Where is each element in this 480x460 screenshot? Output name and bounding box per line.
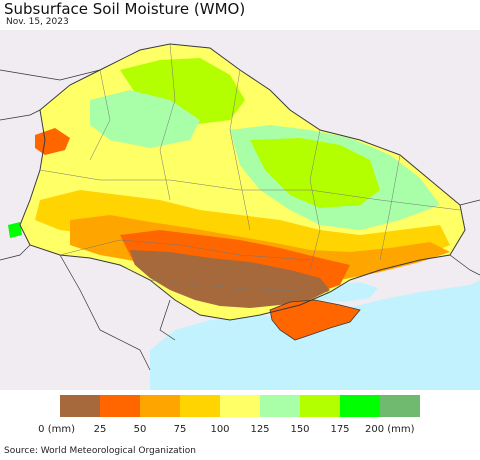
legend-tick-label: 75	[174, 424, 187, 435]
zone-yellowgreen-ne	[250, 138, 380, 208]
legend-tick-label: 150	[290, 424, 309, 435]
legend-tick-label: 125	[250, 424, 269, 435]
color-legend: 0 (mm) 25 50 75 100 125 150 175 200 (mm)	[0, 395, 480, 437]
map-date: Nov. 15, 2023	[6, 17, 69, 27]
legend-swatch	[180, 395, 220, 417]
legend-swatch	[140, 395, 180, 417]
soil-moisture-map	[0, 30, 480, 390]
source-credit: Source: World Meteorological Organizatio…	[4, 446, 196, 456]
zone-green-west	[8, 222, 22, 238]
zone-brown-south	[130, 250, 330, 308]
crimea	[270, 300, 360, 340]
legend-tick-label: 100	[210, 424, 229, 435]
zone-lightgreen-n	[90, 90, 200, 148]
country-borders	[0, 69, 480, 371]
legend-tick-label: 0 (mm)	[38, 424, 75, 435]
oblast-borders	[39, 43, 461, 293]
crimea-border	[269, 299, 361, 341]
legend-swatch	[380, 395, 420, 417]
legend-swatch	[260, 395, 300, 417]
legend-swatch	[60, 395, 100, 417]
legend-tick-label: 50	[134, 424, 147, 435]
legend-tick-label: 25	[94, 424, 107, 435]
legend-swatch	[340, 395, 380, 417]
legend-swatch	[220, 395, 260, 417]
legend-swatch	[300, 395, 340, 417]
map-title: Subsurface Soil Moisture (WMO)	[4, 0, 246, 18]
ukraine-border	[19, 43, 466, 321]
zone-gold-west	[35, 190, 450, 270]
legend-tick-label: 200 (mm)	[365, 424, 415, 435]
legend-tick-label: 175	[330, 424, 349, 435]
legend-swatch	[100, 395, 140, 417]
sea-area	[150, 280, 480, 390]
